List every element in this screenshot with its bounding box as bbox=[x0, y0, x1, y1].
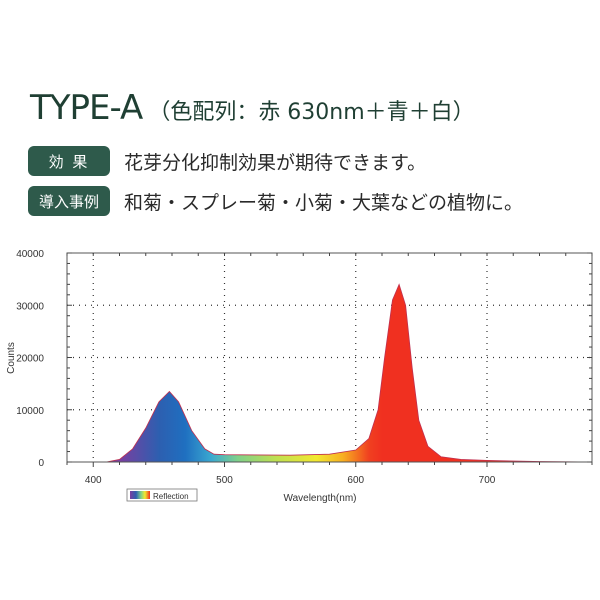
spectrum-area bbox=[67, 283, 593, 463]
effect-text: 花芽分化抑制効果が期待できます。 bbox=[124, 151, 427, 174]
effect-badge: 効 果 bbox=[28, 146, 110, 176]
x-tick-label: 600 bbox=[347, 475, 364, 486]
x-axis-label: Wavelength(nm) bbox=[284, 493, 357, 504]
y-axis-label: Counts bbox=[6, 342, 17, 374]
page-title: TYPE-A （色配列：赤 630nm＋青＋白） bbox=[30, 88, 475, 128]
y-tick-label: 30000 bbox=[16, 301, 44, 312]
effect-row: 効 果 花芽分化抑制効果が期待できます。 bbox=[28, 146, 426, 176]
title-main: TYPE-A bbox=[30, 88, 143, 128]
y-tick-label: 0 bbox=[38, 458, 44, 469]
title-subtitle: （色配列：赤 630nm＋青＋白） bbox=[148, 100, 475, 125]
y-tick-label: 40000 bbox=[16, 249, 44, 260]
legend-swatch bbox=[130, 491, 150, 499]
usecase-row: 導入事例 和菊・スプレー菊・小菊・大葉などの植物に。 bbox=[28, 186, 523, 216]
x-tick-label: 500 bbox=[216, 475, 233, 486]
legend: Reflection bbox=[126, 488, 198, 502]
y-tick-label: 10000 bbox=[16, 406, 44, 417]
usecase-badge: 導入事例 bbox=[28, 186, 110, 216]
y-tick-label: 20000 bbox=[16, 354, 44, 365]
legend-label: Reflection bbox=[153, 492, 189, 501]
x-tick-label: 700 bbox=[479, 475, 496, 486]
x-tick-label: 400 bbox=[85, 475, 102, 486]
usecase-text: 和菊・スプレー菊・小菊・大葉などの植物に。 bbox=[124, 191, 524, 214]
